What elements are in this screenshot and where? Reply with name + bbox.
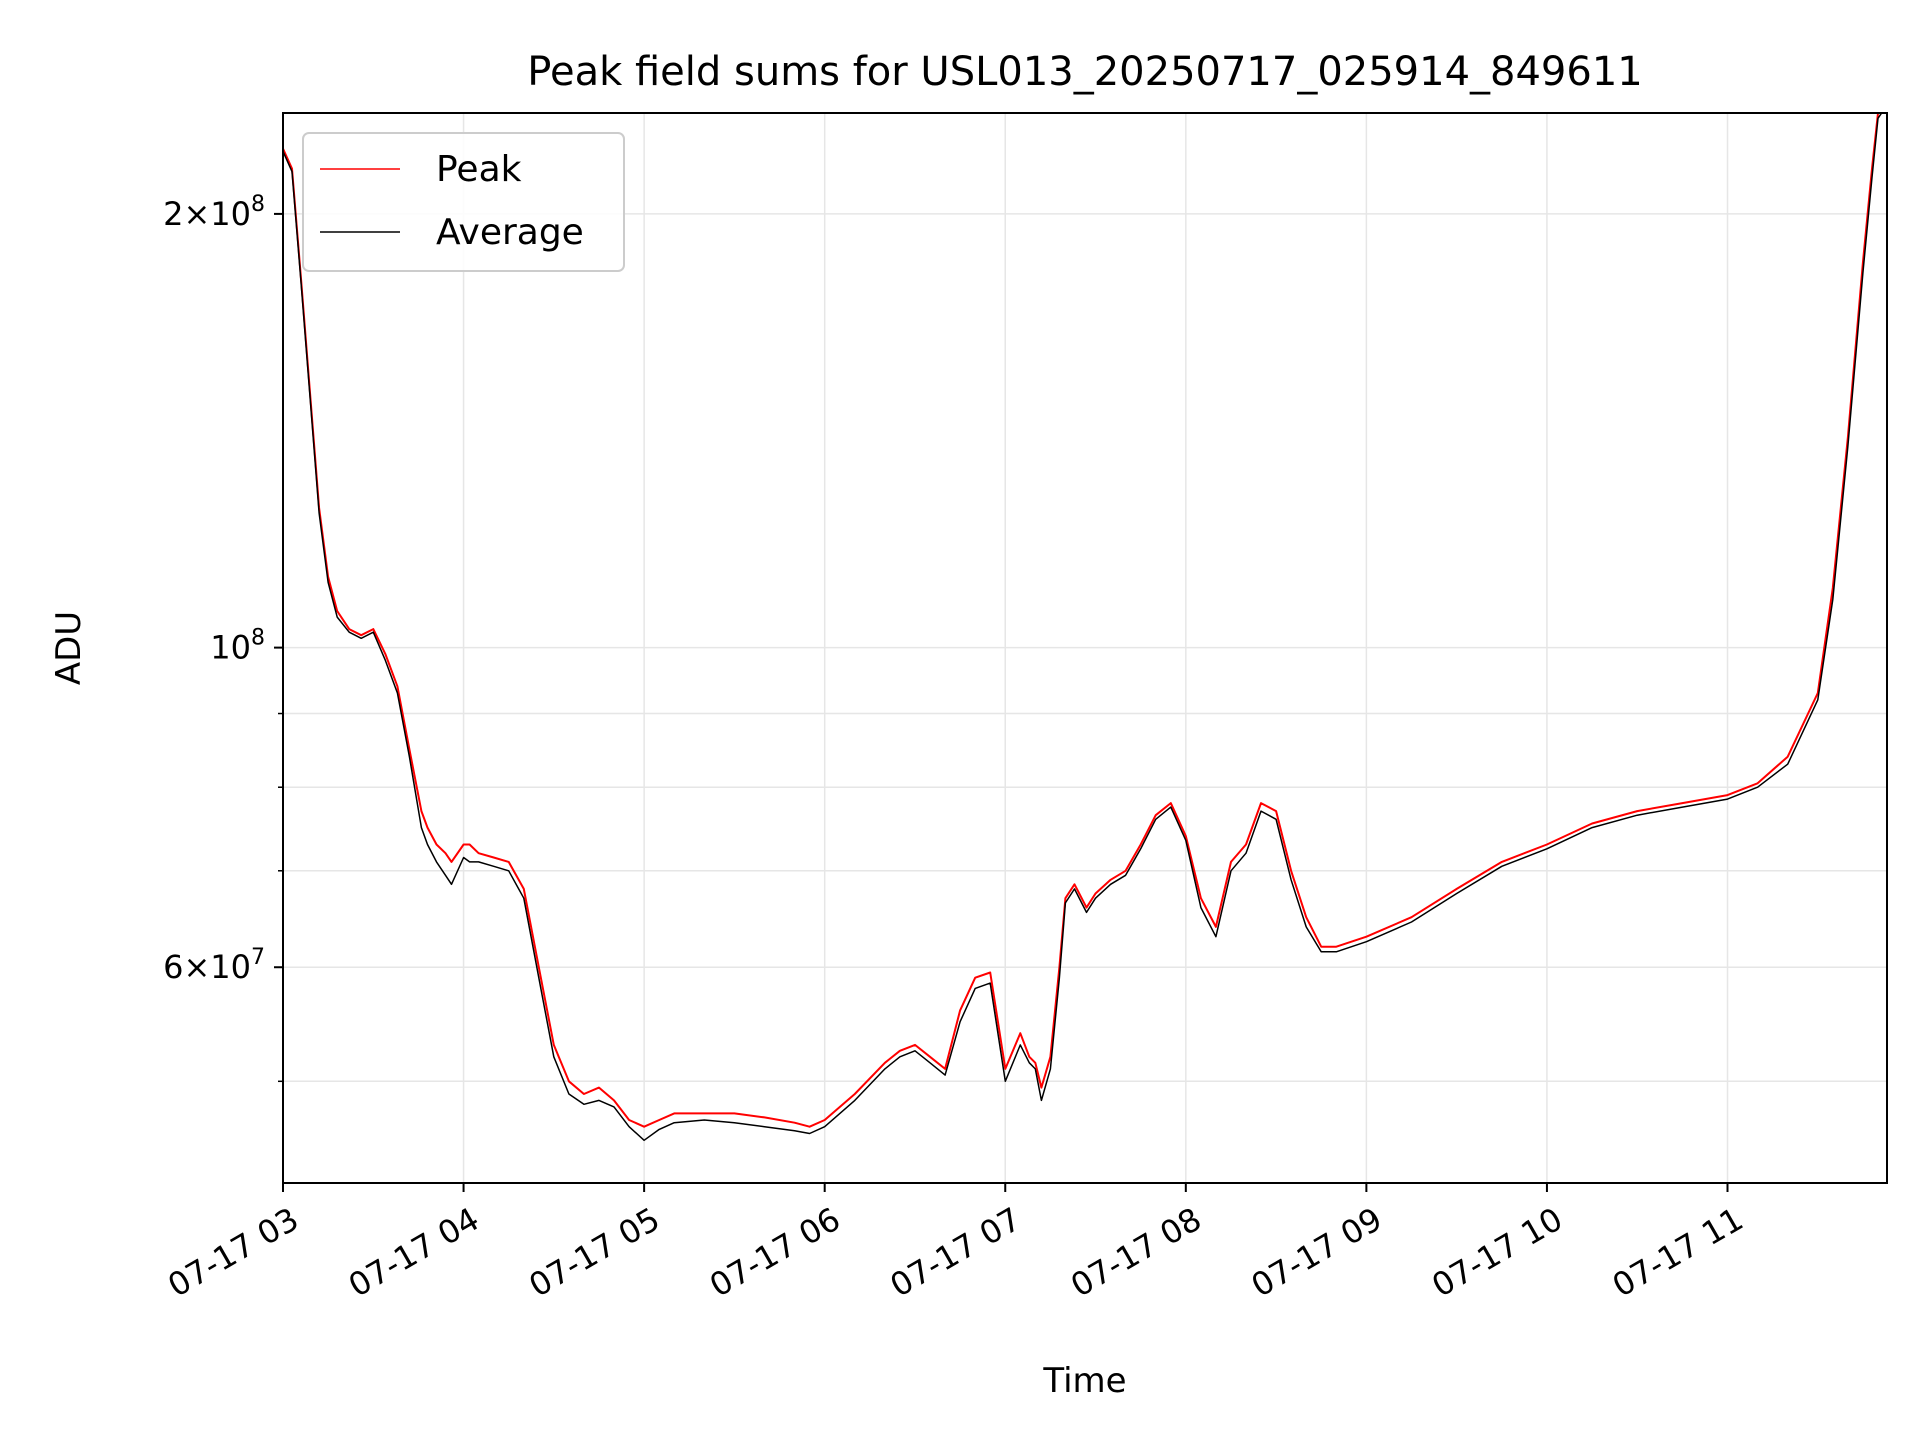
legend-label-peak: Peak [436,149,522,190]
series-line-peak [283,113,1880,1128]
y-tick-label: 2×108 [163,192,265,233]
grid [282,113,1887,1183]
y-tick-label: 6×107 [163,945,265,986]
x-axis-title: Time [1042,1361,1126,1401]
y-axis-title: ADU [49,611,89,685]
legend: Peak Average [302,132,625,272]
series-line-average [283,113,1883,1142]
legend-label-average: Average [436,212,584,253]
series-layer [283,113,1883,1142]
legend-box [302,132,625,272]
chart-title: Peak field sums for USL013_20250717_0259… [527,49,1642,95]
y-axis: 2×108 108 6×107 [163,192,283,1083]
y-tick-label: 108 [210,626,265,667]
